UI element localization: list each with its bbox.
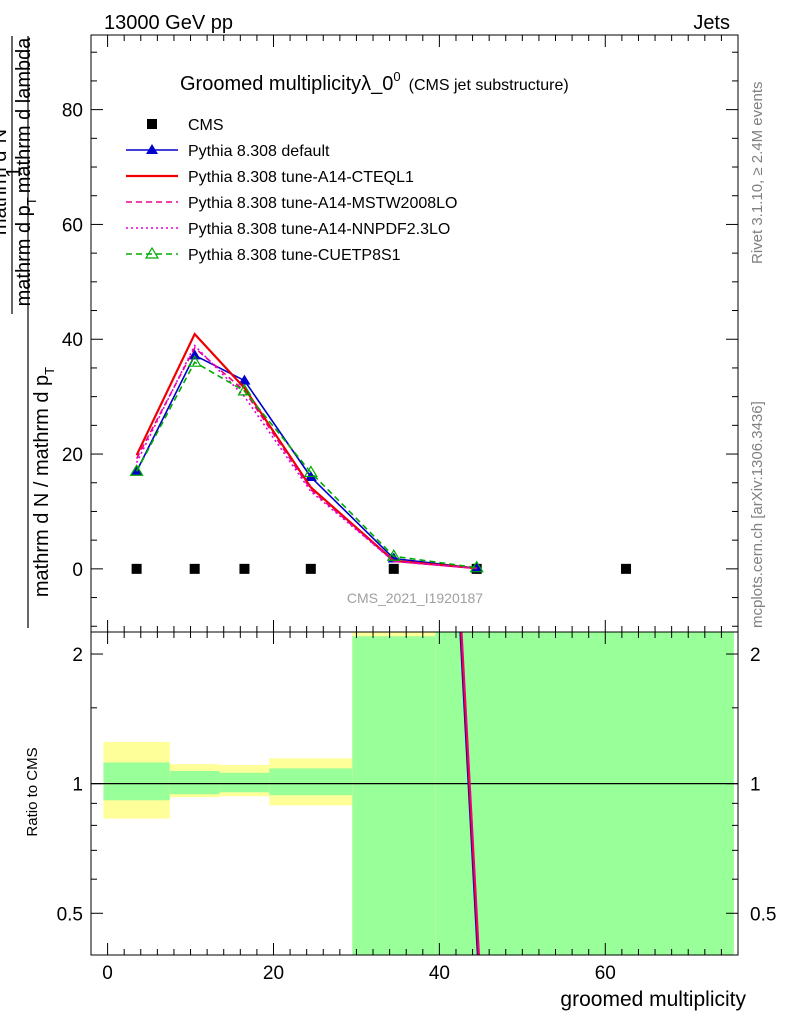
y-label-inner-den-text: mathrm d p xyxy=(13,205,35,306)
plot-title-main: Groomed multiplicityλ_0 xyxy=(180,73,393,95)
legend: CMS Pythia 8.308 default Pythia 8.308 tune… xyxy=(126,117,457,264)
plot-title-sub: (CMS jet substructure) xyxy=(409,77,569,94)
legend-entry-4: Pythia 8.308 tune-A14-NNPDF2.3LO xyxy=(126,221,450,238)
series-4 xyxy=(135,344,477,570)
main-ytick-label-2: 40 xyxy=(62,330,83,351)
main-ytick-label-4: 80 xyxy=(62,101,83,122)
series-1-point-1 xyxy=(188,349,201,360)
y-label-inner-num-sup: 2 xyxy=(0,143,1,150)
xtick-label-2: 40 xyxy=(429,963,450,984)
main-ytick-label-0: 0 xyxy=(72,560,83,581)
legend-label-1: Pythia 8.308 default xyxy=(188,143,330,160)
xtick-label-3: 60 xyxy=(595,963,616,984)
series-5-line xyxy=(135,361,477,569)
legend-label-0: CMS xyxy=(188,117,224,134)
y-label-denominator: mathrm d N / mathrm d pT xyxy=(31,367,57,597)
y-label-denominator-sub: T xyxy=(42,367,57,375)
ratio-y-axis-label: Ratio to CMS xyxy=(24,747,41,836)
series-3-line xyxy=(135,346,477,570)
series-1-line xyxy=(135,354,477,570)
series-5-point-3 xyxy=(303,465,318,478)
mcplots-label: mcplots.cern.ch [arXiv:1306.3436] xyxy=(749,401,766,628)
legend-label-2: Pythia 8.308 tune-A14-CTEQL1 xyxy=(188,169,414,186)
series-3 xyxy=(135,346,477,570)
ratio-ytick-label-right-1: 1 xyxy=(750,775,761,796)
legend-entry-3: Pythia 8.308 tune-A14-MSTW2008LO xyxy=(126,195,457,212)
series-5-point-1 xyxy=(187,355,202,367)
header-left: 13000 GeV pp xyxy=(104,12,233,34)
ratio-plot: 0.5 0.51 12 20 20 40 60 Ratio to CMS groomed m… xyxy=(24,631,776,1011)
y-label-inner-den-sub: T xyxy=(24,197,39,205)
legend-marker-0 xyxy=(147,119,157,129)
y-label-denominator-text: mathrm d N / mathrm d p xyxy=(31,375,53,597)
legend-entry-5: Pythia 8.308 tune-CUETP8S1 xyxy=(126,246,401,264)
legend-label-5: Pythia 8.308 tune-CUETP8S1 xyxy=(188,247,401,264)
x-axis-label: groomed multiplicity xyxy=(560,988,746,1011)
series-0-point-6 xyxy=(621,563,632,574)
y-label-numerator: 1 xyxy=(3,166,25,177)
main-ytick-label-1: 20 xyxy=(62,445,83,466)
series-5 xyxy=(129,355,484,573)
xtick-label-1: 20 xyxy=(263,963,284,984)
y-label-inner-num-text: mathrm d xyxy=(0,151,11,235)
legend-marker-5 xyxy=(144,246,160,259)
ratio-stat-band-0 xyxy=(103,762,170,801)
series-0 xyxy=(131,563,632,574)
rivet-label: Rivet 3.1.10, ≥ 2.4M events xyxy=(749,82,766,265)
series-5-point-4 xyxy=(386,549,401,561)
ratio-ytick-label-1: 1 xyxy=(72,775,83,796)
main-y-axis-label: 1 mathrm d N / mathrm d pT mathrm d2N ma… xyxy=(0,36,57,628)
y-label-inner-den-end: mathrm d lambda xyxy=(13,37,35,193)
series-5-point-2 xyxy=(237,383,252,396)
legend-entry-0: CMS xyxy=(147,117,224,134)
legend-marker-1 xyxy=(146,144,158,154)
ratio-ticks: 0.5 0.51 12 20 20 40 60 xyxy=(57,632,776,984)
main-data-marks xyxy=(129,332,632,574)
series-0-point-4 xyxy=(388,563,399,574)
ratio-line-2 xyxy=(460,631,480,956)
header-right: Jets xyxy=(693,12,730,34)
ratio-ytick-label-right-2: 2 xyxy=(750,645,761,666)
series-5-point-0 xyxy=(129,464,144,476)
ratio-stat-band-4 xyxy=(352,636,436,955)
ratio-line-0 xyxy=(459,631,479,956)
y-label-inner-num-end: N xyxy=(0,129,11,143)
ratio-ytick-label-2: 2 xyxy=(72,645,83,666)
ratio-ytick-label-right-0: 0.5 xyxy=(750,904,776,925)
xtick-label-0: 0 xyxy=(102,963,113,984)
legend-label-4: Pythia 8.308 tune-A14-NNPDF2.3LO xyxy=(188,221,450,238)
ratio-ytick-label-0: 0.5 xyxy=(57,904,83,925)
ratio-plot-frame xyxy=(90,631,739,956)
series-0-point-3 xyxy=(305,563,316,574)
legend-entry-1: Pythia 8.308 default xyxy=(126,143,330,160)
ratio-stat-band-3 xyxy=(269,768,353,796)
analysis-watermark: CMS_2021_I1920187 xyxy=(347,590,483,606)
y-label-inner-denominator: mathrm d pTmathrm d lambda xyxy=(13,37,39,307)
ratio-stat-band-2 xyxy=(219,772,270,793)
series-0-point-0 xyxy=(131,563,142,574)
ratio-lines xyxy=(91,631,738,956)
series-5-point-5 xyxy=(469,560,484,573)
ratio-line-1 xyxy=(460,631,480,956)
plot-title-sup: 0 xyxy=(393,69,400,84)
series-0-point-1 xyxy=(189,563,200,574)
series-1-point-2 xyxy=(238,374,251,385)
legend-label-3: Pythia 8.308 tune-A14-MSTW2008LO xyxy=(188,195,457,212)
plot-title: Groomed multiplicityλ_00 (CMS jet substru… xyxy=(180,69,569,95)
ratio-stat-band-1 xyxy=(169,770,220,795)
ratio-stat-band-5 xyxy=(435,632,734,955)
ratio-bands xyxy=(103,632,734,955)
legend-entry-2: Pythia 8.308 tune-A14-CTEQL1 xyxy=(126,169,414,186)
series-4-line xyxy=(135,344,477,570)
y-label-inner-numerator: mathrm d2N xyxy=(0,129,11,235)
main-ytick-label-3: 60 xyxy=(62,215,83,236)
main-ticks: 0 20 40 60 80 xyxy=(62,35,738,632)
series-0-point-2 xyxy=(239,563,250,574)
